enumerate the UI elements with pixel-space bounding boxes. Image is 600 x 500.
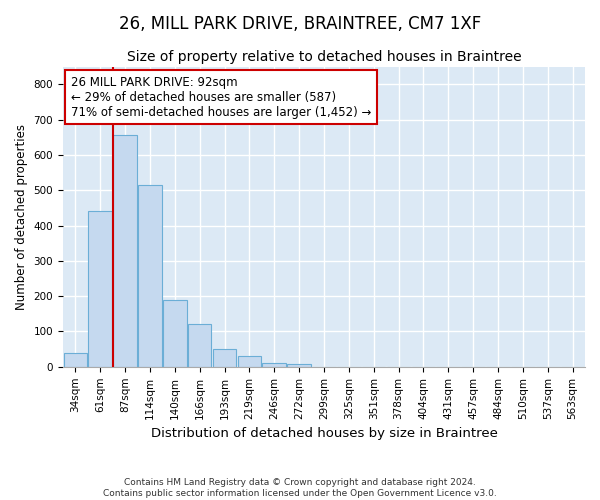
Text: 26, MILL PARK DRIVE, BRAINTREE, CM7 1XF: 26, MILL PARK DRIVE, BRAINTREE, CM7 1XF [119,15,481,33]
Bar [163,300,187,367]
X-axis label: Distribution of detached houses by size in Braintree: Distribution of detached houses by size … [151,427,497,440]
Bar [138,185,162,367]
Bar [64,352,87,367]
Text: 26 MILL PARK DRIVE: 92sqm
← 29% of detached houses are smaller (587)
71% of semi: 26 MILL PARK DRIVE: 92sqm ← 29% of detac… [71,76,371,118]
Bar [238,356,261,367]
Bar [212,349,236,367]
Bar [287,364,311,367]
Bar [88,212,112,367]
Bar [188,324,211,367]
Bar [262,364,286,367]
Y-axis label: Number of detached properties: Number of detached properties [15,124,28,310]
Text: Contains HM Land Registry data © Crown copyright and database right 2024.
Contai: Contains HM Land Registry data © Crown c… [103,478,497,498]
Bar [113,136,137,367]
Title: Size of property relative to detached houses in Braintree: Size of property relative to detached ho… [127,50,521,64]
